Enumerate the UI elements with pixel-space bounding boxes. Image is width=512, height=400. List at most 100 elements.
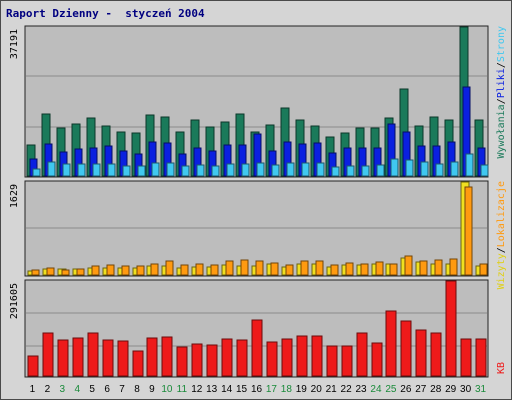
bar-bottom-kb-19 — [296, 335, 308, 377]
bar-middle-lokalizacje-8 — [136, 265, 145, 276]
x-label-day-9: 9 — [149, 384, 155, 395]
x-label-day-24: 24 — [370, 384, 382, 395]
x-label-day-14: 14 — [221, 384, 233, 395]
x-label-day-1: 1 — [30, 384, 36, 395]
bar-bottom-kb-26 — [400, 320, 412, 377]
bar-top-strony-21 — [331, 166, 340, 177]
bar-bottom-kb-17 — [266, 341, 278, 377]
x-label-day-8: 8 — [134, 384, 140, 395]
bar-middle-lokalizacje-9 — [150, 263, 159, 276]
chart-title: Raport Dzienny - styczeń 2004 — [6, 7, 205, 20]
y-max-label-middle: 1629 — [9, 184, 20, 208]
bar-bottom-kb-29 — [445, 280, 457, 377]
bar-middle-lokalizacje-6 — [106, 264, 115, 276]
bar-top-strony-26 — [405, 159, 414, 177]
bar-top-strony-8 — [137, 165, 146, 177]
bar-top-strony-29 — [450, 161, 459, 177]
x-label-day-20: 20 — [311, 384, 323, 395]
bar-bottom-kb-18 — [281, 338, 293, 377]
bar-bottom-kb-27 — [415, 329, 427, 377]
bar-bottom-kb-31 — [475, 338, 487, 377]
x-label-day-7: 7 — [119, 384, 125, 395]
bar-bottom-kb-20 — [311, 335, 323, 377]
bar-bottom-kb-14 — [221, 338, 233, 377]
x-label-day-31: 31 — [475, 384, 487, 395]
x-label-day-30: 30 — [460, 384, 472, 395]
bar-bottom-kb-2 — [42, 332, 54, 377]
bar-middle-lokalizacje-31 — [479, 263, 488, 276]
bar-top-strony-4 — [77, 163, 86, 177]
bar-bottom-kb-5 — [87, 332, 99, 377]
bar-top-strony-10 — [166, 162, 175, 177]
bar-middle-lokalizacje-23 — [360, 263, 369, 276]
bar-bottom-kb-6 — [102, 339, 114, 377]
bar-bottom-kb-12 — [191, 343, 203, 377]
bar-top-strony-7 — [122, 165, 131, 177]
x-label-day-29: 29 — [445, 384, 457, 395]
bar-bottom-kb-15 — [236, 339, 248, 377]
bar-top-strony-20 — [316, 162, 325, 177]
x-label-day-12: 12 — [191, 384, 203, 395]
bar-top-strony-30 — [465, 153, 474, 177]
bar-middle-lokalizacje-7 — [121, 265, 130, 276]
bar-middle-lokalizacje-11 — [180, 264, 189, 276]
x-label-day-23: 23 — [355, 384, 367, 395]
bar-middle-lokalizacje-12 — [195, 263, 204, 276]
bar-middle-lokalizacje-2 — [46, 267, 55, 276]
x-label-day-27: 27 — [415, 384, 427, 395]
x-label-day-28: 28 — [430, 384, 442, 395]
bar-middle-lokalizacje-10 — [165, 260, 174, 276]
bar-bottom-kb-24 — [371, 342, 383, 377]
x-label-day-6: 6 — [104, 384, 110, 395]
bar-middle-lokalizacje-4 — [76, 268, 85, 276]
bar-bottom-kb-16 — [251, 319, 263, 377]
bar-middle-lokalizacje-1 — [31, 269, 40, 276]
bar-top-strony-31 — [480, 164, 489, 177]
x-label-day-17: 17 — [266, 384, 278, 395]
bar-top-strony-24 — [376, 164, 385, 177]
x-label-day-16: 16 — [251, 384, 263, 395]
bar-middle-lokalizacje-21 — [330, 264, 339, 276]
bar-top-strony-16 — [256, 162, 265, 177]
bar-top-strony-9 — [151, 162, 160, 177]
legend-middle: Wizyty/Lokalizacje — [496, 181, 507, 289]
bar-top-strony-13 — [211, 165, 220, 177]
bar-bottom-kb-1 — [27, 355, 39, 377]
bar-bottom-kb-3 — [57, 339, 69, 377]
bar-bottom-kb-4 — [72, 337, 84, 377]
legend-bottom: KB — [496, 362, 507, 374]
bar-top-strony-6 — [107, 163, 116, 177]
x-label-day-21: 21 — [326, 384, 338, 395]
x-label-day-13: 13 — [206, 384, 218, 395]
bar-top-strony-2 — [47, 161, 56, 177]
y-max-label-bottom: 291605 — [9, 283, 20, 319]
bar-middle-lokalizacje-3 — [61, 269, 70, 276]
bar-bottom-kb-9 — [146, 337, 158, 377]
x-label-day-2: 2 — [45, 384, 51, 395]
bar-middle-lokalizacje-20 — [315, 260, 324, 276]
bar-bottom-kb-13 — [206, 344, 218, 377]
bar-bottom-kb-7 — [117, 340, 129, 377]
x-label-day-22: 22 — [341, 384, 353, 395]
bar-middle-lokalizacje-28 — [434, 259, 443, 276]
bar-top-strony-5 — [92, 163, 101, 177]
bar-top-strony-14 — [226, 163, 235, 177]
bar-top-strony-3 — [62, 163, 71, 177]
bar-middle-lokalizacje-26 — [404, 255, 413, 276]
x-label-day-11: 11 — [177, 384, 188, 395]
bar-top-strony-12 — [196, 164, 205, 177]
bar-middle-lokalizacje-25 — [389, 263, 398, 276]
bar-top-strony-18 — [286, 162, 295, 177]
bar-top-strony-27 — [420, 161, 429, 177]
x-label-day-26: 26 — [400, 384, 412, 395]
bar-middle-lokalizacje-5 — [91, 265, 100, 276]
bar-middle-lokalizacje-22 — [345, 262, 354, 276]
x-label-day-5: 5 — [89, 384, 95, 395]
bar-middle-lokalizacje-29 — [449, 258, 458, 276]
bar-middle-lokalizacje-17 — [270, 262, 279, 276]
bar-top-strony-25 — [390, 158, 399, 177]
bar-top-strony-23 — [361, 165, 370, 177]
x-label-day-15: 15 — [236, 384, 248, 395]
x-label-day-25: 25 — [385, 384, 397, 395]
